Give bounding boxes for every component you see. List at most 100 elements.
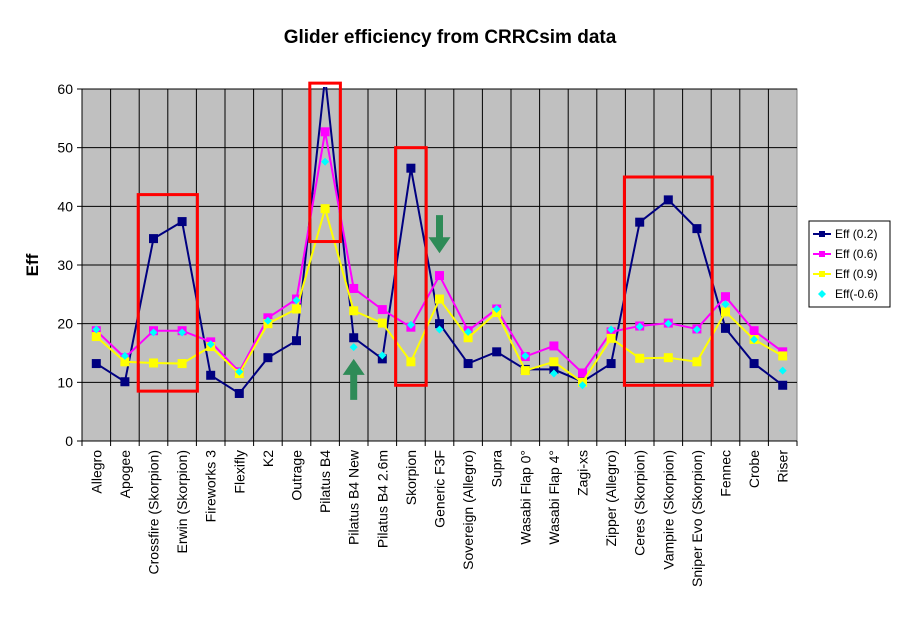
x-tick-label: Crobe [746, 450, 762, 488]
legend: Eff (0.2) Eff (0.6) Eff (0.9) Eff(-0.6) [808, 220, 891, 308]
data-point [749, 326, 759, 336]
x-tick-label: Pilatus B4 New [346, 449, 362, 545]
x-tick-label: Ceres (Skorpion) [632, 450, 648, 556]
x-tick-label: Generic F3F [432, 450, 448, 528]
y-tick-label: 10 [57, 374, 73, 390]
data-point [406, 163, 416, 173]
x-tick-label: Wasabi Flap 0° [517, 450, 533, 545]
x-tick-label: Fennec [718, 450, 734, 497]
x-tick-label: Allegro [88, 450, 104, 494]
x-tick-label: Erwin (Skorpion) [174, 450, 190, 553]
x-tick-label: K2 [260, 450, 276, 467]
y-tick-label: 0 [65, 433, 73, 449]
highlight-box [308, 81, 342, 244]
legend-swatch-marker [818, 290, 826, 298]
data-point [664, 319, 673, 328]
legend-label: Eff(-0.6) [835, 287, 878, 301]
data-point [663, 195, 673, 205]
chart-title: Glider efficiency from CRRCsim data [284, 27, 617, 48]
data-point [149, 234, 158, 244]
data-point [234, 388, 244, 398]
x-tick-label: Zipper (Allegro) [603, 450, 619, 546]
plot-area: 0 10 20 30 40 50 60 Allegro Apogee Crossfire (Sko… [57, 73, 798, 587]
data-point [206, 340, 215, 349]
data-point [235, 367, 244, 376]
legend-item: Eff(-0.6) [818, 287, 878, 301]
data-point [692, 224, 702, 234]
legend-swatch-marker [819, 231, 825, 237]
data-point [635, 322, 644, 331]
y-axis-label: Eff [23, 253, 42, 276]
data-point [406, 357, 416, 367]
data-point [177, 359, 187, 369]
data-point [263, 353, 273, 363]
y-tick-label: 50 [57, 140, 73, 156]
data-point [778, 380, 788, 390]
data-point [91, 359, 101, 369]
data-point [320, 127, 330, 137]
data-point [292, 304, 301, 314]
legend-label: Eff (0.9) [835, 267, 877, 281]
data-point [120, 351, 129, 360]
x-tick-label: Flexifly [231, 450, 247, 494]
data-point [321, 73, 329, 81]
highlight-box [394, 146, 428, 387]
data-point [263, 316, 272, 325]
data-point [778, 366, 787, 375]
data-point [120, 377, 130, 387]
legend-item: Eff (0.2) [813, 227, 877, 241]
legend-label: Eff (0.6) [835, 247, 877, 261]
data-point [749, 359, 759, 369]
legend-swatch-marker [819, 251, 825, 257]
data-point [549, 357, 559, 367]
x-tick-label: Skorpion [403, 450, 419, 505]
data-point [721, 323, 730, 333]
data-point [378, 351, 387, 360]
data-point [692, 357, 702, 367]
highlight-box [136, 193, 199, 393]
data-point [149, 358, 158, 368]
data-point [663, 353, 673, 363]
data-point [178, 328, 187, 337]
data-point [635, 353, 645, 363]
data-point [606, 333, 616, 343]
data-point [520, 366, 530, 376]
data-point [177, 217, 187, 227]
data-point [464, 327, 473, 336]
data-point [320, 204, 330, 214]
data-point [349, 343, 358, 352]
data-point [349, 333, 359, 343]
data-point [406, 320, 415, 329]
legend-label: Eff (0.2) [835, 227, 877, 241]
data-point [635, 217, 645, 227]
data-point [549, 341, 559, 351]
data-point [91, 332, 101, 342]
y-tick-label: 30 [57, 257, 73, 273]
data-point [778, 351, 788, 361]
data-point [721, 300, 730, 309]
data-point [463, 359, 473, 369]
series-3 [92, 157, 787, 390]
data-point [349, 283, 359, 293]
x-tick-label: Sniper Evo (Skorpion) [689, 450, 705, 587]
data-point [607, 325, 616, 334]
data-point [435, 294, 444, 304]
data-point [377, 305, 387, 315]
y-tick-label: 20 [57, 316, 73, 332]
x-tick-label: Apogee [117, 450, 133, 498]
data-point [349, 306, 359, 316]
data-point [692, 325, 701, 334]
x-tick-label: Pilatus B4 [317, 450, 333, 513]
x-tick-label: Crossfire (Skorpion) [146, 450, 162, 574]
x-tick-label: Wasabi Flap 4° [546, 450, 562, 545]
data-point [721, 307, 730, 317]
series-0 [91, 73, 788, 398]
x-tick-label: Pilatus B4 2.6m [374, 450, 390, 548]
data-point [721, 292, 730, 302]
x-tick-label: Riser [775, 450, 791, 483]
data-point [606, 359, 616, 369]
data-point [92, 325, 101, 334]
x-tick-label: Outrage [289, 450, 305, 501]
arrow-down-icon [428, 215, 451, 254]
